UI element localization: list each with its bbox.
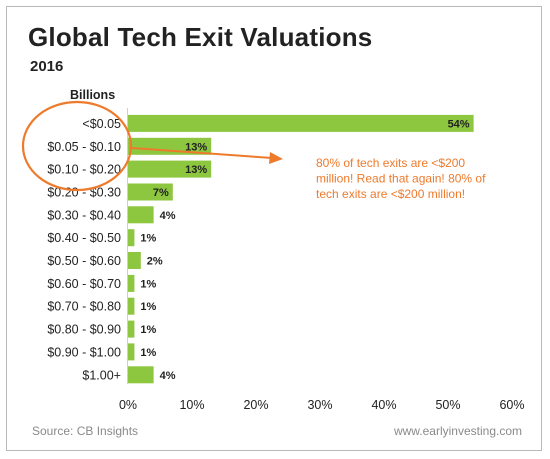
category-label-0: <$0.05 bbox=[82, 117, 121, 131]
data-label-0: 54% bbox=[448, 118, 470, 130]
data-label-10: 1% bbox=[140, 347, 156, 359]
bar-3 bbox=[128, 183, 173, 201]
bar-1 bbox=[128, 137, 212, 155]
category-label-6: $0.50 - $0.60 bbox=[47, 254, 121, 268]
annotation-text: 80% of tech exits are <$200 million! Read… bbox=[316, 156, 486, 201]
bar-2 bbox=[128, 160, 212, 178]
chart-frame bbox=[6, 6, 542, 451]
category-label-2: $0.10 - $0.20 bbox=[47, 163, 121, 177]
category-label-8: $0.70 - $0.80 bbox=[47, 300, 121, 314]
bar-5 bbox=[128, 229, 135, 247]
bars-group bbox=[128, 114, 474, 384]
chart-subtitle: 2016 bbox=[30, 58, 64, 75]
data-label-6: 2% bbox=[147, 256, 163, 268]
bar-8 bbox=[128, 297, 135, 315]
y-axis-unit-label: Billions bbox=[70, 88, 115, 102]
bar-11 bbox=[128, 366, 154, 384]
x-tick-label-2: 20% bbox=[243, 398, 268, 412]
category-label-7: $0.60 - $0.70 bbox=[47, 277, 121, 291]
bar-4 bbox=[128, 206, 154, 224]
x-tick-label-3: 30% bbox=[307, 398, 332, 412]
data-label-2: 13% bbox=[185, 164, 207, 176]
source-note: Source: CB Insights bbox=[32, 424, 139, 438]
data-label-8: 1% bbox=[140, 301, 156, 313]
data-labels-group: 54% 13% 13% 7% 4% 1% 2% 1% 1% 1% 1% 4% bbox=[140, 118, 469, 381]
data-label-1: 13% bbox=[185, 141, 207, 153]
x-tick-labels-group: 0% 10% 20% 30% 40% 50% 60% bbox=[119, 398, 525, 412]
bar-9 bbox=[128, 320, 135, 338]
annotation-line-0: 80% of tech exits are <$200 bbox=[316, 156, 465, 170]
annotation-arrow-line bbox=[131, 147, 273, 159]
site-url: www.earlyinvesting.com bbox=[393, 424, 522, 438]
annotation-arrowhead bbox=[269, 152, 283, 164]
x-tick-label-5: 50% bbox=[435, 398, 460, 412]
x-tick-label-6: 60% bbox=[499, 398, 524, 412]
category-label-11: $1.00+ bbox=[82, 368, 121, 382]
bar-10 bbox=[128, 343, 135, 361]
annotation-line-2: tech exits are <$200 million! bbox=[316, 187, 465, 201]
bar-7 bbox=[128, 274, 135, 292]
category-label-4: $0.30 - $0.40 bbox=[47, 208, 121, 222]
bar-0 bbox=[128, 114, 474, 132]
x-tick-label-0: 0% bbox=[119, 398, 137, 412]
category-label-1: $0.05 - $0.10 bbox=[47, 140, 121, 154]
category-label-10: $0.90 - $1.00 bbox=[47, 345, 121, 359]
x-tick-label-4: 40% bbox=[371, 398, 396, 412]
chart-title: Global Tech Exit Valuations bbox=[28, 22, 373, 52]
bar-6 bbox=[128, 252, 141, 269]
data-label-9: 1% bbox=[140, 324, 156, 336]
data-label-7: 1% bbox=[140, 278, 156, 290]
annotation-line-1: million! Read that again! 80% of bbox=[316, 172, 486, 186]
data-label-11: 4% bbox=[160, 370, 176, 382]
data-label-3: 7% bbox=[153, 187, 169, 199]
highlight-ellipse bbox=[21, 100, 133, 192]
data-label-5: 1% bbox=[140, 233, 156, 245]
x-tick-label-1: 10% bbox=[179, 398, 204, 412]
data-label-4: 4% bbox=[160, 210, 176, 222]
category-labels-group: <$0.05$0.05 - $0.10$0.10 - $0.20$0.20 - … bbox=[47, 117, 121, 382]
category-label-5: $0.40 - $0.50 bbox=[47, 231, 121, 245]
category-label-9: $0.80 - $0.90 bbox=[47, 323, 121, 337]
